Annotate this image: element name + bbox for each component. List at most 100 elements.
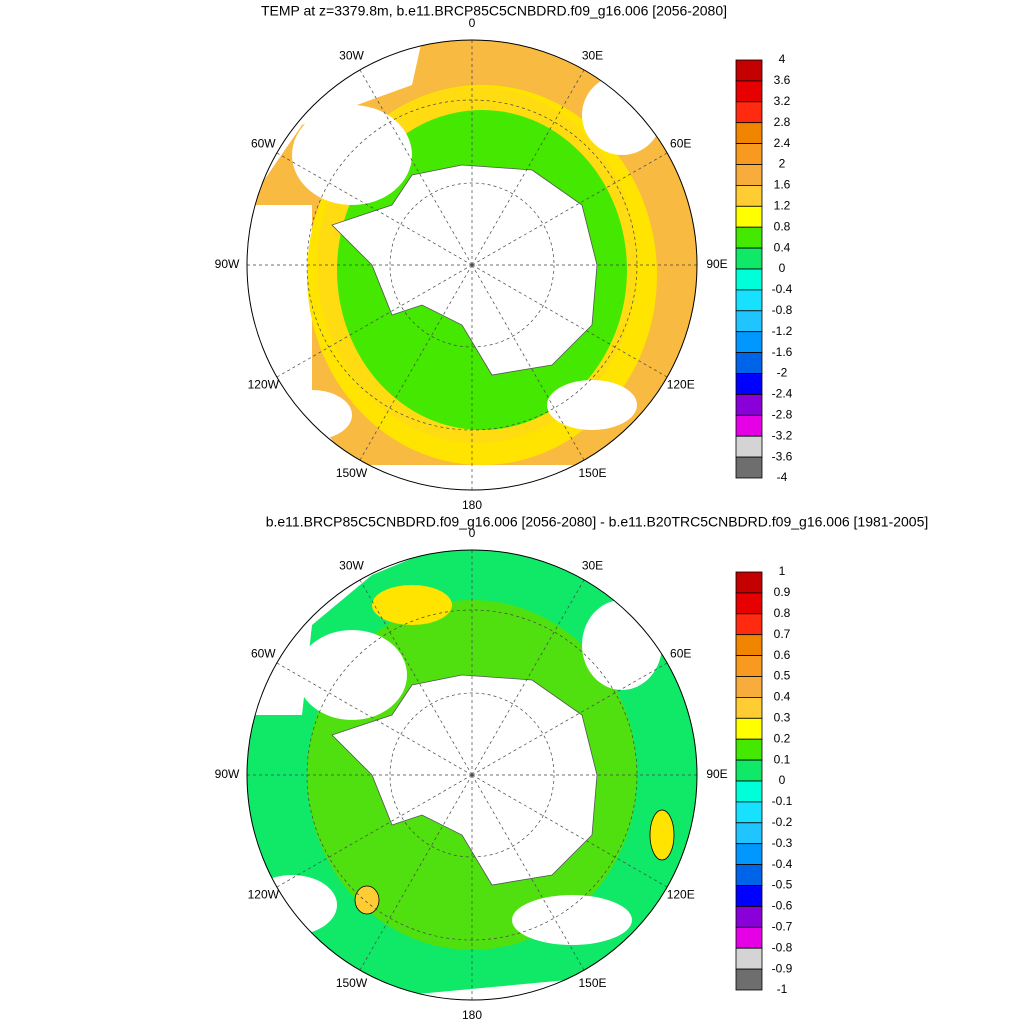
- map-border: [246, 549, 698, 1001]
- colorbar-label: 0.3: [774, 710, 791, 724]
- colorbar-label: 0.4: [774, 240, 791, 254]
- colorbar-label: 3.6: [774, 73, 791, 87]
- longitude-label: 180: [462, 1008, 482, 1022]
- map-top: [247, 40, 697, 490]
- colorbar-box: [735, 738, 763, 761]
- colorbar-box: [735, 101, 763, 124]
- longitude-label: 90W: [215, 767, 240, 781]
- colorbar-label: -2: [777, 366, 788, 380]
- longitude-label: 150E: [578, 466, 606, 480]
- colorbar-box: [735, 184, 763, 207]
- longitude-label: 60E: [670, 647, 691, 661]
- colorbar-box: [735, 717, 763, 740]
- colorbar-box: [735, 906, 763, 928]
- colorbar-box: [735, 373, 763, 395]
- colorbar-label: 0.5: [774, 669, 791, 683]
- colorbar-label: 2.4: [774, 136, 791, 150]
- colorbar-box: [735, 80, 763, 103]
- colorbar-box: [735, 247, 763, 270]
- longitude-label: 90E: [706, 767, 727, 781]
- longitude-label: 180: [462, 498, 482, 512]
- colorbar-box: [735, 968, 763, 991]
- map-border: [246, 39, 698, 491]
- longitude-label: 30E: [582, 48, 603, 62]
- colorbar-box: [735, 822, 763, 845]
- colorbar-box: [735, 331, 763, 354]
- colorbar-label: -3.6: [772, 449, 793, 463]
- panel-title: b.e11.BRCP85C5CNBDRD.f09_g16.006 [2056-2…: [266, 514, 929, 530]
- longitude-label: 0: [469, 16, 476, 30]
- colorbar-box: [735, 310, 763, 333]
- colorbar-label: -0.5: [772, 878, 793, 892]
- colorbar-label: -0.8: [772, 303, 793, 317]
- longitude-label: 90W: [215, 257, 240, 271]
- longitude-label: 30E: [582, 558, 603, 572]
- colorbar-box: [735, 289, 763, 312]
- longitude-label: 30W: [339, 558, 364, 572]
- colorbar-box: [735, 205, 763, 228]
- colorbar-box: [735, 435, 763, 458]
- colorbar-label: -2.4: [772, 387, 793, 401]
- longitude-label: 90E: [706, 257, 727, 271]
- colorbar-label: -1.2: [772, 324, 793, 338]
- colorbar-box: [735, 414, 763, 437]
- longitude-label: 120E: [667, 378, 695, 392]
- colorbar-label: -0.1: [772, 794, 793, 808]
- colorbar-label: -3.2: [772, 428, 793, 442]
- colorbar-box: [735, 143, 763, 165]
- longitude-label: 150W: [336, 976, 368, 990]
- colorbar-label: 1: [779, 564, 786, 578]
- colorbar-label: 0.8: [774, 219, 791, 233]
- colorbar-box: [735, 697, 763, 719]
- colorbar-label: -0.3: [772, 836, 793, 850]
- colorbar-box: [735, 676, 763, 698]
- colorbar-box: [735, 843, 763, 866]
- colorbar-label: 0.9: [774, 585, 791, 599]
- colorbar-box: [735, 571, 763, 594]
- colorbar-box: [735, 122, 763, 144]
- colorbar-label: -0.8: [772, 940, 793, 954]
- colorbar-box: [735, 352, 763, 374]
- colorbar-box: [735, 759, 763, 782]
- colorbar-box: [735, 926, 763, 949]
- colorbar-box: [735, 613, 763, 636]
- longitude-label: 120W: [248, 888, 280, 902]
- colorbar-box: [735, 268, 763, 291]
- colorbar-box: [735, 456, 763, 479]
- colorbar-box: [735, 393, 763, 416]
- colorbar-label: -0.6: [772, 899, 793, 913]
- longitude-label: 150W: [336, 466, 368, 480]
- colorbar-label: -1: [777, 982, 788, 996]
- colorbar-label: -2.8: [772, 407, 793, 421]
- colorbar-box: [735, 780, 763, 803]
- longitude-label: 0: [469, 526, 476, 540]
- colorbar-label: 3.2: [774, 94, 791, 108]
- colorbar-label: 4: [779, 52, 786, 66]
- colorbar-box: [735, 164, 763, 186]
- colorbar-label: -0.4: [772, 857, 793, 871]
- panel-title: TEMP at z=3379.8m, b.e11.BRCP85C5CNBDRD.…: [261, 3, 727, 19]
- colorbar-label: 0.1: [774, 752, 791, 766]
- colorbar-label: -0.7: [772, 919, 793, 933]
- colorbar-box: [735, 947, 763, 970]
- colorbar-box: [735, 59, 763, 82]
- colorbar-box: [735, 592, 763, 615]
- colorbar-label: -0.4: [772, 282, 793, 296]
- colorbar-label: -0.9: [772, 961, 793, 975]
- colorbar-label: 0: [779, 261, 786, 275]
- longitude-label: 120W: [248, 378, 280, 392]
- longitude-label: 120E: [667, 888, 695, 902]
- longitude-label: 60W: [251, 647, 276, 661]
- colorbar-box: [735, 655, 763, 677]
- colorbar-label: 2: [779, 157, 786, 171]
- colorbar-label: 1.2: [774, 198, 791, 212]
- colorbar-box: [735, 864, 763, 886]
- colorbar-label: -0.2: [772, 815, 793, 829]
- colorbar-label: -1.6: [772, 345, 793, 359]
- colorbar-label: 0.8: [774, 606, 791, 620]
- colorbar-label: 0.6: [774, 648, 791, 662]
- colorbar-box: [735, 801, 763, 824]
- colorbar-label: -4: [777, 470, 788, 484]
- colorbar-box: [735, 885, 763, 907]
